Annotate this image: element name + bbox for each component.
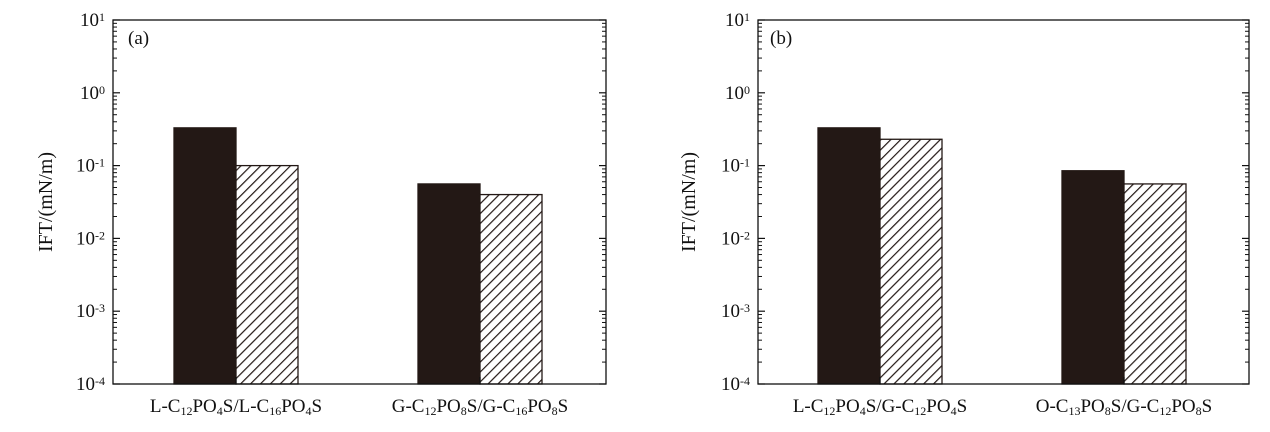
y-tick-label: 10-1	[721, 156, 750, 177]
y-tick-label: 10-2	[76, 228, 105, 249]
x-category-label: O-C13PO8S/G-C12PO8S	[1036, 396, 1212, 418]
y-tick-label: 10-4	[721, 374, 750, 395]
plot-frame	[757, 19, 1250, 385]
y-axis-label: IFT/(mN/m)	[35, 152, 57, 252]
panel-label: (b)	[770, 28, 792, 49]
y-tick-label: 10-1	[76, 156, 105, 177]
bar-hatched-1	[879, 138, 943, 385]
y-tick-label: 101	[725, 10, 750, 31]
bar-hatched-1	[235, 164, 299, 385]
bar-hatched-2	[1123, 183, 1187, 385]
chart-panel-b: 10-4 10-3 10-2 10-1 100 101 IFT/(mN/m) (b) L-C12…	[678, 10, 1250, 418]
y-tick-label: 101	[80, 10, 105, 31]
plot-frame	[112, 19, 607, 385]
bar-solid-1	[817, 127, 881, 385]
chart-panel-a: 10-4 10-3 10-2 10-1 100 101 IFT/(mN/m) (a) L-C12…	[35, 10, 607, 418]
bar-solid-2	[1061, 170, 1125, 385]
bar-solid-1	[173, 127, 237, 385]
bar-hatched-2	[479, 193, 543, 385]
x-category-label: G-C12PO8S/G-C16PO8S	[392, 396, 568, 418]
chart-panels: 10-4 10-3 10-2 10-1 100 101 IFT/(mN/m) (a) L-C12…	[35, 10, 1250, 418]
y-tick-label: 10-3	[76, 301, 105, 322]
y-tick-label: 100	[725, 83, 750, 104]
y-tick-label: 10-4	[76, 374, 105, 395]
x-category-label: L-C12PO4S/L-C16PO4S	[150, 396, 322, 418]
bar-solid-2	[417, 183, 481, 385]
panel-label: (a)	[128, 28, 149, 49]
y-tick-label: 10-3	[721, 301, 750, 322]
y-axis-label: IFT/(mN/m)	[678, 152, 700, 252]
y-tick-label: 10-2	[721, 228, 750, 249]
x-category-label: L-C12PO4S/G-C12PO4S	[793, 396, 967, 418]
y-tick-label: 100	[80, 83, 105, 104]
